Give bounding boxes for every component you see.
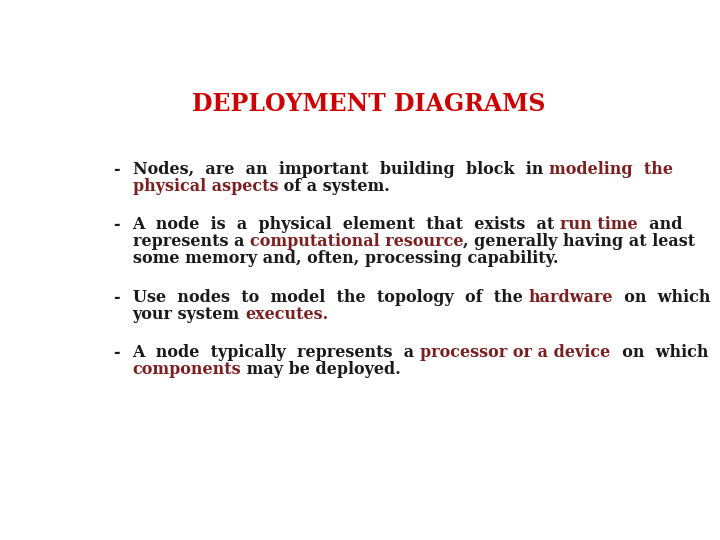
Text: Nodes,  are  an  important  building  block  in: Nodes, are an important building block i… [132, 161, 549, 178]
Text: executes.: executes. [246, 306, 328, 323]
Text: your system: your system [132, 306, 246, 323]
Text: -: - [113, 345, 120, 361]
Text: and: and [638, 217, 683, 233]
Text: modeling  the: modeling the [549, 161, 672, 178]
Text: run time: run time [560, 217, 638, 233]
Text: physical aspects: physical aspects [132, 178, 278, 195]
Text: may be deployed.: may be deployed. [241, 361, 401, 378]
Text: hardware: hardware [528, 289, 613, 306]
Text: processor or a device: processor or a device [420, 345, 611, 361]
Text: on  which: on which [611, 345, 708, 361]
Text: on  which: on which [613, 289, 710, 306]
Text: some memory and, often, processing capability.: some memory and, often, processing capab… [132, 251, 558, 267]
Text: Use  nodes  to  model  the  topology  of  the: Use nodes to model the topology of the [132, 289, 528, 306]
Text: components: components [132, 361, 241, 378]
Text: -: - [113, 217, 120, 233]
Text: A  node  is  a  physical  element  that  exists  at: A node is a physical element that exists… [132, 217, 560, 233]
Text: -: - [113, 161, 120, 178]
Text: of a system.: of a system. [278, 178, 390, 195]
Text: , generally having at least: , generally having at least [463, 233, 696, 251]
Text: -: - [113, 289, 120, 306]
Text: DEPLOYMENT DIAGRAMS: DEPLOYMENT DIAGRAMS [192, 92, 546, 116]
Text: A  node  typically  represents  a: A node typically represents a [132, 345, 420, 361]
Text: computational resource: computational resource [250, 233, 463, 251]
Text: represents a: represents a [132, 233, 250, 251]
